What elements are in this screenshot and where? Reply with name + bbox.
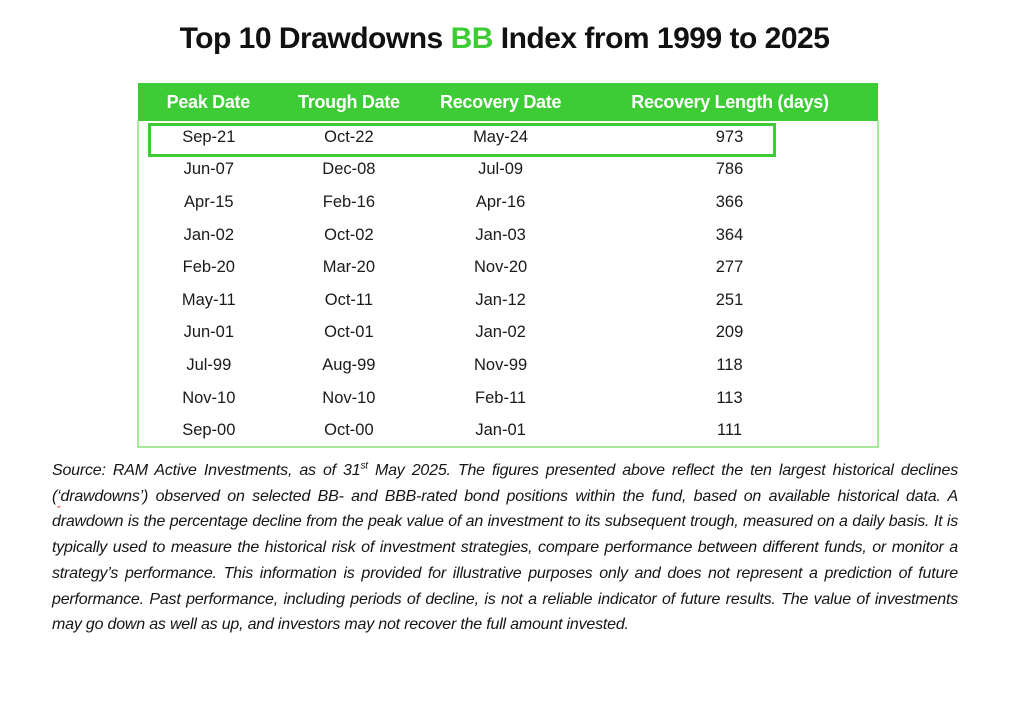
- table-cell-trough: Dec-08: [278, 153, 420, 187]
- table-cell-peak: Sep-21: [138, 121, 279, 154]
- table-row: Jun-07 Dec-08 Jul-09 786: [138, 153, 878, 187]
- header-trough-date: Trough Date: [278, 83, 420, 121]
- table-cell-length: 364: [581, 218, 878, 252]
- table-header: Peak Date Trough Date Recovery Date Reco…: [138, 83, 878, 121]
- table-cell-peak: May-11: [138, 283, 279, 317]
- table-cell-recovery: Jan-03: [419, 218, 582, 252]
- table-cell-trough: Aug-99: [278, 349, 420, 382]
- spellcheck-underlined-quote: ‘: [57, 487, 61, 505]
- table-body: Sep-21 Oct-22 May-24 973 Jun-07 Dec-08 Jul-09 7…: [138, 121, 878, 447]
- table-cell-peak: Feb-20: [138, 251, 279, 284]
- table-row: Apr-15 Feb-16 Apr-16 366: [138, 186, 878, 219]
- table-cell-length: 113: [581, 381, 878, 415]
- table-cell-recovery: Jan-02: [419, 316, 582, 350]
- table-cell-recovery: Jul-09: [419, 153, 582, 187]
- table-cell-trough: Oct-11: [278, 283, 420, 317]
- table-cell-length: 277: [581, 251, 878, 284]
- table-cell-trough: Oct-01: [278, 316, 420, 350]
- ordinal-superscript: st: [360, 460, 368, 472]
- disclaimer-text-2: May 2025. The figures presented above re…: [52, 462, 958, 505]
- table-cell-length: 973: [581, 121, 878, 154]
- table-row: Sep-00 Oct-00 Jan-01 111: [138, 414, 878, 447]
- table-cell-trough: Feb-16: [278, 186, 420, 219]
- table-cell-length: 111: [581, 414, 878, 447]
- table-cell-recovery: Nov-20: [419, 251, 582, 284]
- table-cell-peak: Jan-02: [138, 218, 279, 252]
- table-cell-trough: Nov-10: [278, 381, 420, 415]
- disclaimer-text-1: Source: RAM Active Investments, as of 31: [52, 462, 361, 479]
- table-cell-length: 366: [581, 186, 878, 219]
- table-cell-length: 786: [581, 153, 878, 187]
- table-cell-peak: Jun-07: [138, 153, 279, 187]
- table-row: Feb-20 Mar-20 Nov-20 277: [138, 251, 878, 284]
- table-row: Nov-10 Nov-10 Feb-11 113: [138, 381, 878, 415]
- drawdowns-table-grid: Peak Date Trough Date Recovery Date Reco…: [137, 83, 879, 448]
- table-row: Jun-01 Oct-01 Jan-02 209: [138, 316, 878, 350]
- table-row: May-11 Oct-11 Jan-12 251: [138, 283, 878, 317]
- table-row: Jul-99 Aug-99 Nov-99 118: [138, 349, 878, 382]
- title-prefix: Top 10 Drawdowns: [179, 22, 451, 55]
- table-cell-length: 209: [581, 316, 878, 350]
- table-cell-recovery: Jan-01: [419, 414, 582, 447]
- table-cell-trough: Oct-02: [278, 218, 420, 252]
- title-suffix: Index from 1999 to 2025: [492, 22, 830, 55]
- table-cell-trough: Mar-20: [278, 251, 420, 284]
- drawdowns-table: Peak Date Trough Date Recovery Date Reco…: [137, 83, 879, 448]
- table-cell-peak: Sep-00: [138, 414, 279, 447]
- table-cell-length: 251: [581, 283, 878, 317]
- table-cell-length: 118: [581, 349, 878, 382]
- page-title: Top 10 Drawdowns BB Index from 1999 to 2…: [0, 22, 1009, 56]
- table-cell-recovery: May-24: [419, 121, 582, 154]
- table-cell-recovery: Jan-12: [419, 283, 582, 317]
- title-highlight: BB: [450, 22, 494, 55]
- table-row-highlighted: Sep-21 Oct-22 May-24 973: [138, 121, 878, 154]
- table-cell-recovery: Feb-11: [419, 381, 582, 415]
- table-cell-peak: Nov-10: [138, 381, 279, 415]
- header-recovery-date: Recovery Date: [419, 83, 582, 121]
- table-cell-peak: Jun-01: [138, 316, 279, 350]
- source-disclaimer: Source: RAM Active Investments, as of 31…: [52, 458, 958, 638]
- header-peak-date: Peak Date: [138, 83, 279, 121]
- table-cell-recovery: Apr-16: [419, 186, 582, 219]
- disclaimer-text-3: drawdowns’) observed on selected BB- and…: [52, 487, 958, 634]
- table-cell-peak: Apr-15: [138, 186, 279, 219]
- header-recovery-length: Recovery Length (days): [581, 83, 878, 121]
- table-cell-trough: Oct-00: [278, 414, 420, 447]
- table-row: Jan-02 Oct-02 Jan-03 364: [138, 218, 878, 252]
- table-cell-recovery: Nov-99: [419, 349, 582, 382]
- table-cell-peak: Jul-99: [138, 349, 279, 382]
- table-cell-trough: Oct-22: [278, 121, 420, 154]
